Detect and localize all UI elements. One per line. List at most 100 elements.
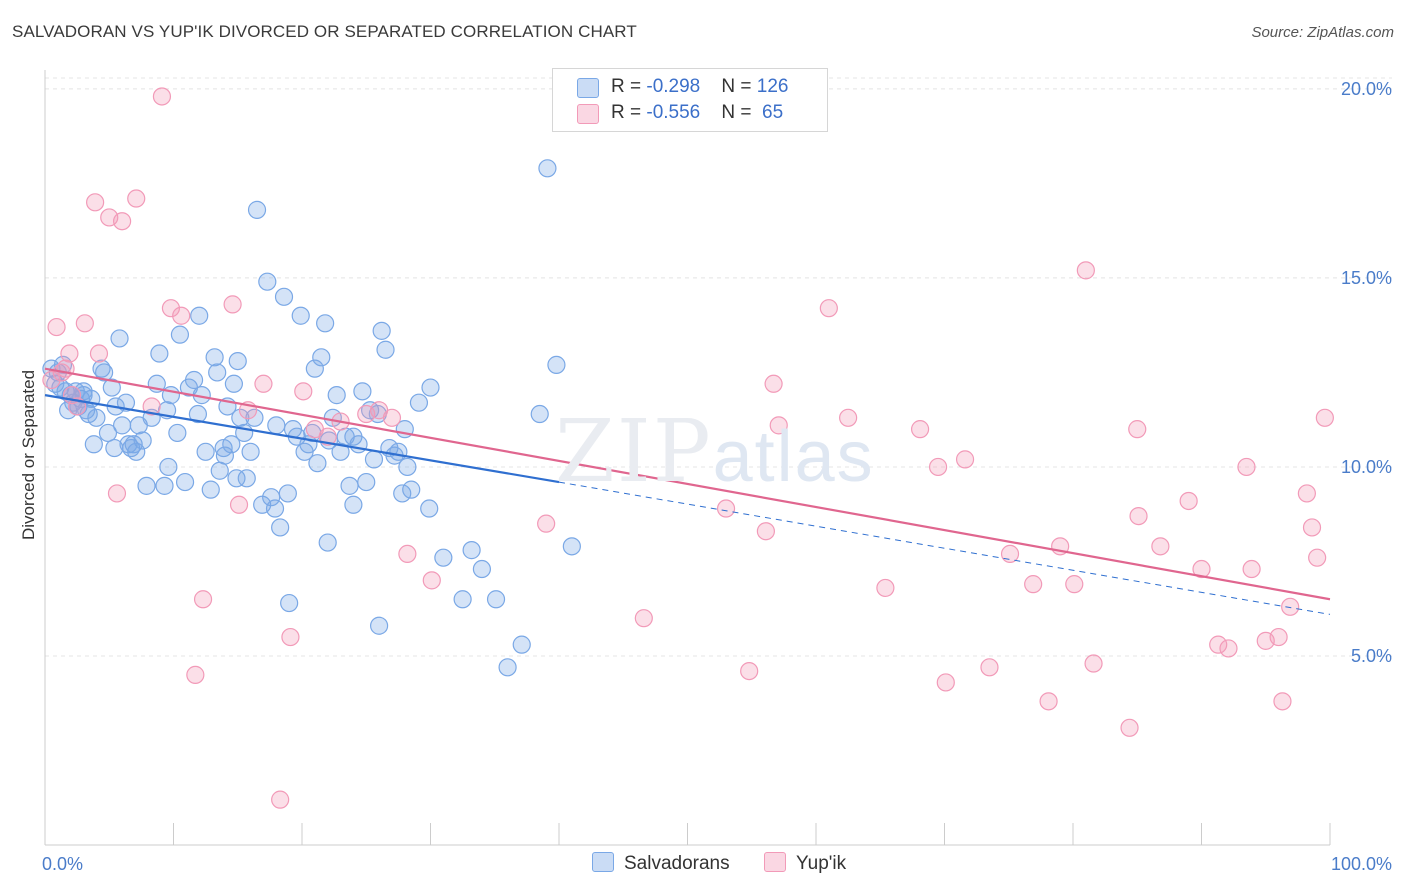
yupik-point [876,578,895,598]
salvadoran-point [420,499,439,518]
salvadoran-point [353,382,372,401]
salvadoran-point [274,287,294,306]
yupik-point [382,408,402,427]
yupik-point [1065,575,1084,594]
salvadoran-point [364,450,384,469]
salvadoran-point [434,548,453,567]
salvadoran-point [110,329,129,348]
yupik-point [1273,692,1292,711]
source-credit: Source: ZipAtlas.com [1251,24,1394,41]
salvadoran-point [316,314,335,333]
salvadoran-point [247,200,267,219]
salvadoran-point [237,469,256,488]
r-label: R = [611,102,647,123]
yupik-point [1179,491,1198,511]
yupik-point [422,571,441,590]
salvadorans-trend-extension [558,481,1331,615]
yupik-point [254,374,273,393]
yupik-point [172,306,191,325]
bottom-legend-salvadorans: Salvadorans [592,852,730,875]
yupik-point [1024,575,1043,594]
yupik-point [740,661,759,681]
yupik-point [60,344,79,363]
yupik-point [1281,597,1300,616]
salvadoran-point [372,321,391,340]
watermark-zip: ZIP [555,402,713,502]
n-label: N = [721,76,757,97]
yupik-point [910,420,930,439]
yupik-point [42,370,61,390]
yupik-point [398,544,417,564]
salvadoran-point [168,423,187,443]
yupik-point [186,665,205,684]
salvadoran-point [312,348,331,367]
salvadoran-point [87,408,106,427]
chart-title: SALVADORAN VS YUP'IK DIVORCED OR SEPARAT… [12,22,637,41]
yupik-point [1308,548,1327,567]
salvadoran-point [127,442,146,461]
legend-stats-yupik: R = -0.556 N = 65 [611,102,783,124]
y-tick-labels: 5.0% 10.0% 15.0% 20.0% [1341,79,1392,666]
salvadoran-point [376,340,395,359]
yupik-point [1076,261,1095,280]
salvadoran-point [201,480,220,499]
yupik-point [75,314,94,333]
salvadoran-point [196,442,215,461]
salvadoran-point [318,533,337,552]
yupik-point [1128,420,1147,439]
yupik-point [769,416,788,435]
salvadoran-point [305,359,324,378]
yupik-point [1192,559,1211,579]
salvadoran-point [547,355,566,374]
yupik-point [1084,654,1103,673]
salvadoran-point [205,348,224,367]
salvadoran-point [486,590,506,609]
yupik-point [1302,518,1322,537]
yupik-point [764,374,783,393]
yupik-point [229,495,249,514]
salvadoran-point [538,159,557,178]
salvadoran-point [98,423,118,443]
salvadoran-point [228,351,247,371]
salvadoran-point [112,416,132,435]
yupik-point [161,299,181,318]
salvadoran-point [137,476,156,495]
salvadoran-point [393,484,412,503]
salvadoran-point [258,272,277,291]
salvadoran-point [155,476,174,495]
salvadoran-point [170,325,190,344]
salvadoran-point [562,537,581,556]
salvadoran-point [327,386,346,405]
n-value: 65 [756,102,784,123]
salvadoran-point [175,472,195,492]
salvadoran-point [188,404,208,424]
salvadoran-point [265,499,285,518]
salvadoran-point [105,438,124,458]
yupik-points [42,87,1334,809]
yupik-point [47,317,66,337]
salvadoran-point [231,408,250,427]
salvadoran-point [370,616,389,635]
trend-lines [44,367,1331,615]
yupik-point [193,590,213,609]
yupik-point [634,609,653,628]
salvadoran-point [512,635,531,654]
y-tick-label: 20.0% [1341,79,1392,99]
yupik-point [89,344,109,363]
yupik-point [318,427,337,446]
yupik-point [1129,506,1148,526]
bottom-swatch-salvadorans [592,852,614,872]
x-tick-label: 0.0% [42,854,83,874]
yupik-point [1219,639,1238,658]
salvadoran-point [472,559,491,579]
bottom-label-yupik: Yup'ik [796,853,847,874]
salvadoran-point [278,484,297,503]
x-tick-labels: 0.0% 100.0% [42,854,1392,874]
salvadoran-point [530,404,549,424]
salvadoran-point [159,457,178,477]
salvadoran-point [95,363,114,382]
correlation-legend: R = -0.298 N = 126 R = -0.556 N = 65 [552,68,828,132]
salvadoran-point [291,306,310,325]
yupik-point [839,408,858,427]
legend-stats-salvadorans: R = -0.298 N = 126 [611,76,788,98]
